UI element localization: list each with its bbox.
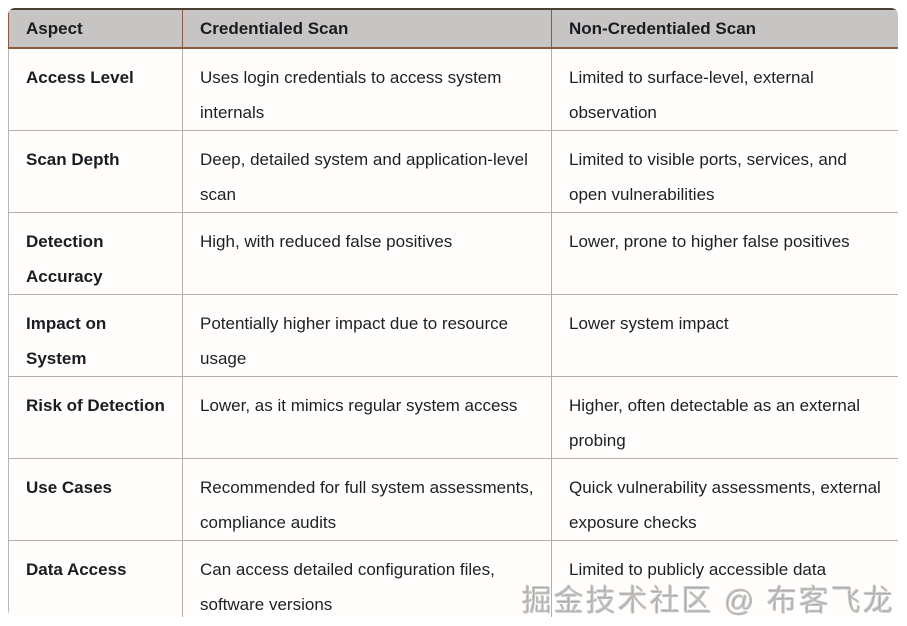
credentialed-cell: Potentially higher impact due to resourc… [182, 294, 552, 377]
non-credentialed-cell: Lower system impact [551, 294, 898, 377]
credentialed-cell: Can access detailed configuration files,… [182, 540, 552, 617]
header-row: Aspect Credentialed Scan Non-Credentiale… [8, 8, 898, 49]
table-row: Data Access Can access detailed configura… [8, 540, 898, 617]
table-row: Access Level Uses login credentials to ac… [8, 47, 898, 131]
table-row: Detection Accuracy High, with reduced fal… [8, 212, 898, 295]
aspect-cell: Scan Depth [8, 130, 183, 213]
credentialed-cell: High, with reduced false positives [182, 212, 552, 295]
table-row: Scan Depth Deep, detailed system and appl… [8, 130, 898, 213]
table-row: Risk of Detection Lower, as it mimics reg… [8, 376, 898, 459]
non-credentialed-cell: Limited to visible ports, services, and … [551, 130, 898, 213]
aspect-cell: Impact on System [8, 294, 183, 377]
comparison-table-container: Aspect Credentialed Scan Non-Credentiale… [8, 8, 898, 617]
table-row: Impact on System Potentially higher impac… [8, 294, 898, 377]
aspect-cell: Use Cases [8, 458, 183, 541]
header-cell-aspect: Aspect [8, 8, 183, 49]
credentialed-cell: Deep, detailed system and application-le… [182, 130, 552, 213]
non-credentialed-cell: Limited to surface-level, external obser… [551, 47, 898, 131]
table-body: Access Level Uses login credentials to ac… [8, 47, 898, 617]
non-credentialed-cell: Higher, often detectable as an external … [551, 376, 898, 459]
non-credentialed-cell: Limited to publicly accessible data [551, 540, 898, 617]
aspect-cell: Access Level [8, 47, 183, 131]
credentialed-cell: Uses login credentials to access system … [182, 47, 552, 131]
aspect-cell: Detection Accuracy [8, 212, 183, 295]
table-header: Aspect Credentialed Scan Non-Credentiale… [8, 8, 898, 49]
table-row: Use Cases Recommended for full system ass… [8, 458, 898, 541]
aspect-cell: Data Access [8, 540, 183, 617]
non-credentialed-cell: Lower, prone to higher false positives [551, 212, 898, 295]
aspect-cell: Risk of Detection [8, 376, 183, 459]
credentialed-cell: Lower, as it mimics regular system acces… [182, 376, 552, 459]
header-cell-non-credentialed: Non-Credentialed Scan [551, 8, 898, 49]
comparison-table: Aspect Credentialed Scan Non-Credentiale… [8, 8, 898, 617]
credentialed-cell: Recommended for full system assessments,… [182, 458, 552, 541]
non-credentialed-cell: Quick vulnerability assessments, externa… [551, 458, 898, 541]
header-cell-credentialed: Credentialed Scan [182, 8, 552, 49]
